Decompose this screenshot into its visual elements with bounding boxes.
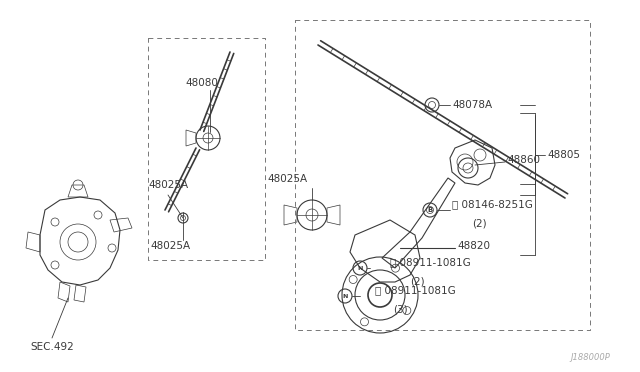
Text: Ⓝ 08911-1081G: Ⓝ 08911-1081G <box>390 257 471 267</box>
Text: B: B <box>428 207 433 213</box>
Text: (2): (2) <box>410 276 424 286</box>
Text: N: N <box>357 266 363 270</box>
Text: (3): (3) <box>393 304 408 314</box>
Text: J188000P: J188000P <box>570 353 610 362</box>
Text: N: N <box>342 294 348 298</box>
Text: 48025A: 48025A <box>267 174 307 184</box>
Text: 48078A: 48078A <box>452 100 492 110</box>
Text: 48025A: 48025A <box>148 180 188 190</box>
Text: 48080: 48080 <box>185 78 218 88</box>
Text: 48025A: 48025A <box>150 241 190 251</box>
Text: 48860: 48860 <box>507 155 540 165</box>
Text: 48805: 48805 <box>547 150 580 160</box>
Text: Ⓝ 08911-1081G: Ⓝ 08911-1081G <box>375 285 456 295</box>
Text: (2): (2) <box>472 218 486 228</box>
Text: 48820: 48820 <box>457 241 490 251</box>
Text: Ⓑ 08146-8251G: Ⓑ 08146-8251G <box>452 199 533 209</box>
Text: SEC.492: SEC.492 <box>30 342 74 352</box>
